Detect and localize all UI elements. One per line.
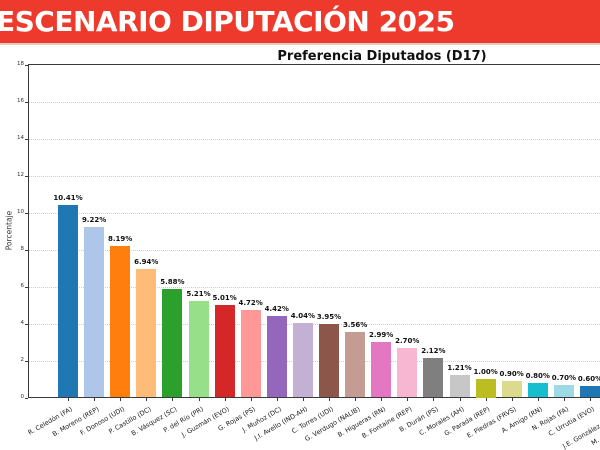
bar [188, 301, 209, 398]
bar [501, 380, 522, 398]
y-tick-mark [24, 286, 28, 288]
bar [449, 375, 470, 398]
x-tick-mark [146, 398, 148, 401]
x-tick-mark [355, 398, 357, 401]
x-tick-mark [68, 398, 69, 401]
top-spine [28, 64, 600, 65]
y-gridline [29, 360, 600, 362]
bar-value-label: 5.88% [160, 277, 185, 286]
x-tick-mark [537, 398, 539, 401]
header-banner: ESCENARIO DIPUTACIÓN 2025 [0, 0, 600, 45]
bar [319, 324, 339, 398]
y-tick-mark [24, 64, 28, 66]
bottom-spine [28, 397, 600, 398]
y-tick-label: 4 [20, 320, 25, 326]
bar [162, 288, 183, 398]
bar-value-label: 5.21% [186, 290, 211, 299]
bar [553, 384, 574, 398]
x-tick-mark [224, 398, 226, 401]
bar [58, 204, 78, 398]
y-tick-mark [24, 323, 28, 325]
bar [84, 226, 105, 398]
y-tick-label: 18 [17, 61, 24, 67]
y-tick-label: 16 [17, 98, 24, 104]
x-tick-mark [120, 398, 122, 401]
bar [397, 347, 418, 398]
bar-value-label: 3.56% [342, 320, 368, 329]
bar-value-label: 0.60% [577, 375, 600, 384]
bar-value-label: 0.70% [551, 373, 577, 382]
x-tick-mark [511, 398, 513, 401]
y-gridline [29, 175, 600, 177]
x-tick-mark [94, 398, 96, 401]
bar [423, 358, 444, 398]
left-spine [28, 64, 29, 398]
y-tick-label: 10 [17, 209, 24, 215]
bar-value-label: 2.99% [369, 331, 394, 340]
bar [266, 315, 287, 398]
bar [136, 269, 157, 398]
x-tick-mark [485, 398, 487, 401]
bar-value-label: 10.41% [53, 193, 83, 202]
bar-value-label: 5.01% [212, 293, 237, 302]
bar-value-label: 1.00% [473, 368, 498, 376]
bar [214, 304, 235, 398]
bar-value-label: 0.90% [499, 369, 524, 378]
chart-title: Preferencia Diputados (D17) [277, 49, 487, 64]
x-tick-mark [433, 398, 435, 401]
bar [527, 382, 548, 398]
y-gridline [29, 286, 600, 288]
bar-value-label: 4.04% [290, 311, 316, 320]
x-tick-mark [172, 398, 174, 401]
bar-value-label: 0.80% [525, 371, 550, 380]
y-tick-label: 6 [20, 283, 25, 289]
x-tick-mark [302, 398, 304, 401]
bar-value-label: 6.94% [134, 258, 159, 267]
x-tick-mark [590, 398, 591, 401]
y-tick-mark [24, 212, 28, 214]
y-gridline [29, 323, 600, 325]
bar [345, 331, 366, 398]
y-tick-mark [24, 138, 28, 140]
bar-value-label: 4.42% [264, 304, 289, 313]
y-gridline [29, 138, 600, 140]
bar-value-label: 2.70% [395, 336, 420, 345]
bar [240, 310, 261, 398]
bar-value-label: 8.19% [108, 234, 133, 243]
x-tick-mark [407, 398, 409, 401]
y-tick-mark [24, 101, 28, 103]
y-gridline [29, 101, 600, 103]
y-tick-mark [24, 175, 28, 177]
bar [292, 322, 313, 398]
y-tick-mark [24, 360, 28, 362]
bar [475, 379, 496, 398]
x-tick-mark [198, 398, 200, 401]
bar [110, 245, 131, 398]
y-tick-mark [24, 249, 28, 251]
banner-title: ESCENARIO DIPUTACIÓN 2025 [0, 5, 455, 38]
y-tick-label: 14 [17, 135, 24, 141]
y-tick-mark [24, 397, 28, 399]
y-tick-label: 12 [17, 172, 24, 178]
x-tick-mark [250, 398, 252, 401]
x-tick-mark [329, 398, 330, 401]
y-tick-label: 8 [20, 246, 25, 252]
x-tick-mark [276, 398, 278, 401]
x-tick-mark [381, 398, 383, 401]
y-gridline [29, 212, 600, 214]
bar-value-label: 2.12% [421, 347, 446, 356]
y-tick-label: 0 [20, 394, 25, 400]
bar-value-label: 4.72% [238, 299, 263, 308]
x-tick-mark [459, 398, 461, 401]
x-tick-mark [563, 398, 565, 401]
bar [580, 386, 600, 398]
y-gridline [29, 249, 600, 251]
bar-value-label: 1.21% [447, 364, 472, 373]
bar-value-label: 3.95% [316, 313, 342, 322]
bar [371, 342, 392, 398]
y-tick-label: 2 [20, 357, 25, 363]
bar-value-label: 9.22% [81, 215, 107, 224]
